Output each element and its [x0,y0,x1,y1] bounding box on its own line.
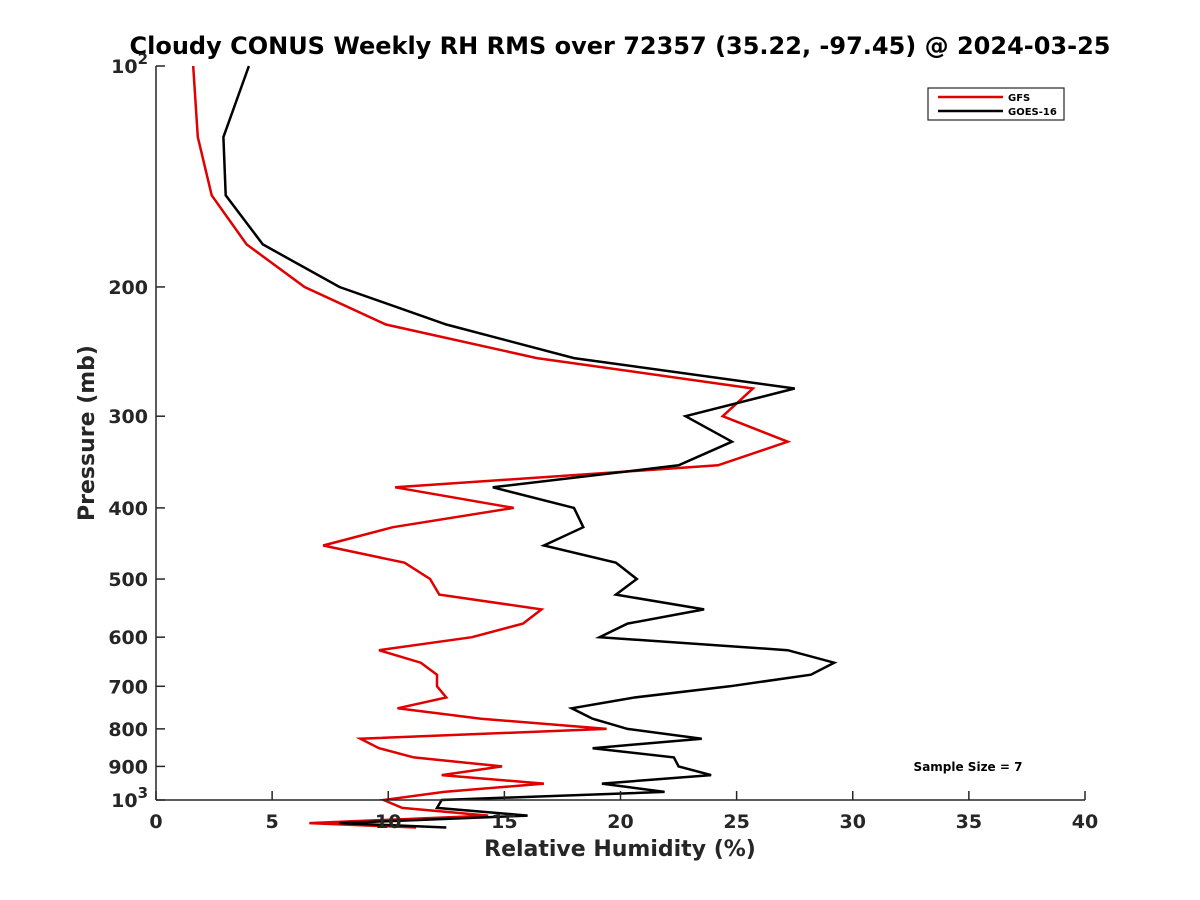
y-tick-base: 10 [111,790,137,812]
x-tick-label: 10 [375,811,401,833]
series-line-gfs [191,65,792,829]
axes-layer: 0 5 10 15 20 25 30 35 40 10220030040050060070080… [108,50,1098,833]
y-tick-label: 400 [108,498,148,520]
y-tick-exponent: 2 [138,50,148,68]
y-tick-label: 600 [108,627,148,649]
x-tick-label: 35 [956,811,982,833]
series-layer [191,65,838,829]
y-tick-base: 700 [108,676,148,698]
x-tick-label: 15 [491,811,517,833]
x-axis-label: Relative Humidity (%) [484,837,756,862]
y-tick-exponent: 3 [138,784,148,802]
sample-size-annotation: Sample Size = 7 [914,760,1023,774]
x-tick-label: 0 [149,811,162,833]
y-tick-label: 200 [108,277,148,299]
y-tick-label: 800 [108,719,148,741]
y-tick-base: 500 [108,569,148,591]
y-tick-base: 400 [108,498,148,520]
x-tick-label: 25 [723,811,749,833]
plot-area: 0 5 10 15 20 25 30 35 40 10220030040050060070080… [108,50,1098,833]
legend: GFS GOES-16 [927,87,1065,121]
y-tick-base: 900 [108,756,148,778]
y-axis-label: Pressure (mb) [75,345,100,521]
legend-box [927,87,1065,121]
y-tick-label: 300 [108,406,148,428]
y-tick-label: 102 [111,50,148,78]
y-tick-label: 103 [111,784,148,812]
legend-label-gfs: GFS [1008,93,1030,104]
y-tick-label: 500 [108,569,148,591]
legend-label-goes16: GOES-16 [1008,107,1057,118]
y-tick-label: 900 [108,756,148,778]
chart-title: Cloudy CONUS Weekly RH RMS over 72357 (3… [130,32,1111,60]
x-ticks: 0 5 10 15 20 25 30 35 40 [149,791,1098,833]
x-tick-label: 20 [607,811,633,833]
y-tick-base: 10 [111,56,137,78]
x-tick-label: 30 [840,811,866,833]
y-tick-label: 700 [108,676,148,698]
series-line-goes16 [222,65,838,829]
y-tick-base: 200 [108,277,148,299]
y-tick-base: 600 [108,627,148,649]
x-tick-label: 5 [266,811,279,833]
y-tick-base: 300 [108,406,148,428]
y-tick-base: 800 [108,719,148,741]
x-tick-label: 40 [1072,811,1098,833]
